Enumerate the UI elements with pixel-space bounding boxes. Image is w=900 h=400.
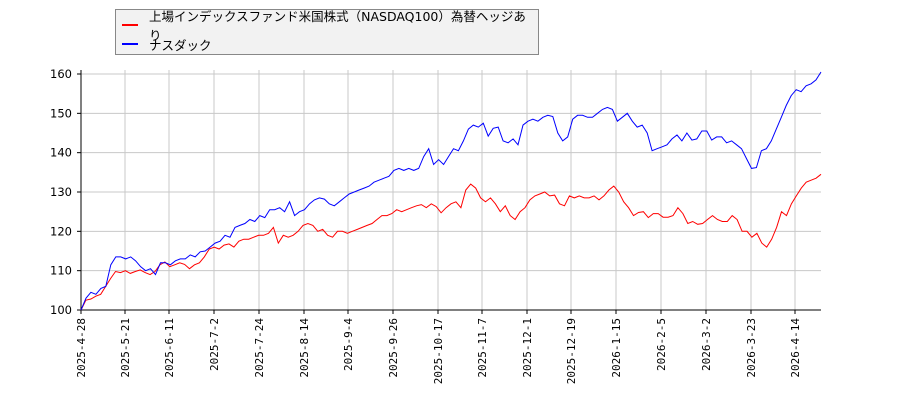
y-tick-label: 100 bbox=[50, 303, 72, 317]
x-tick-label: 2025-8-14 bbox=[298, 318, 311, 378]
x-tick-label: 2026-3-2 bbox=[700, 318, 713, 371]
x-tick-label: 2025-5-21 bbox=[119, 318, 132, 378]
axes: 100 110 120 130 140 150 160 2025-4-28 2025-5-21 2… bbox=[50, 67, 821, 384]
x-tick-label: 2026-4-14 bbox=[789, 318, 802, 378]
grid-lines bbox=[81, 70, 821, 310]
legend-item-nasdaq: ナスダック bbox=[122, 35, 212, 53]
legend-label: ナスダック bbox=[149, 37, 212, 53]
legend-swatch-red bbox=[122, 24, 138, 26]
legend: 上場インデックスファンド米国株式（NASDAQ100）為替ヘッジあり ナスダック bbox=[115, 9, 539, 55]
x-tick-label: 2025-7-24 bbox=[253, 318, 266, 378]
x-tick-label: 2025-12-19 bbox=[565, 318, 578, 384]
x-tick-label: 2025-7-2 bbox=[208, 318, 221, 371]
y-tick-label: 160 bbox=[50, 67, 72, 81]
x-tick-label: 2026-2-5 bbox=[655, 318, 668, 371]
x-tick-label: 2025-9-26 bbox=[387, 318, 400, 378]
legend-swatch-blue bbox=[122, 43, 138, 45]
series-line-etf bbox=[80, 173, 822, 311]
x-tick-label: 2026-1-15 bbox=[610, 318, 623, 378]
x-tick-label: 2025-12-1 bbox=[521, 318, 534, 378]
x-tick-label: 2026-3-23 bbox=[745, 318, 758, 378]
y-tick-label: 150 bbox=[50, 106, 72, 120]
legend-label: 上場インデックスファンド米国株式（NASDAQ100）為替ヘッジあり bbox=[148, 9, 526, 43]
y-tick-label: 120 bbox=[50, 224, 72, 238]
series-lines bbox=[80, 71, 822, 311]
y-tick-label: 110 bbox=[50, 264, 72, 278]
legend-item-etf: 上場インデックスファンド米国株式（NASDAQ100）為替ヘッジあり bbox=[122, 9, 538, 43]
x-tick-label: 2025-10-17 bbox=[432, 318, 445, 384]
x-tick-label: 2025-11-7 bbox=[476, 318, 489, 378]
x-tick-label: 2025-6-11 bbox=[163, 318, 176, 378]
y-tick-label: 130 bbox=[50, 185, 72, 199]
x-tick-label: 2025-4-28 bbox=[75, 318, 88, 378]
x-tick-label: 2025-9-4 bbox=[342, 318, 355, 371]
series-line-nasdaq bbox=[80, 71, 822, 311]
y-tick-label: 140 bbox=[50, 146, 72, 160]
